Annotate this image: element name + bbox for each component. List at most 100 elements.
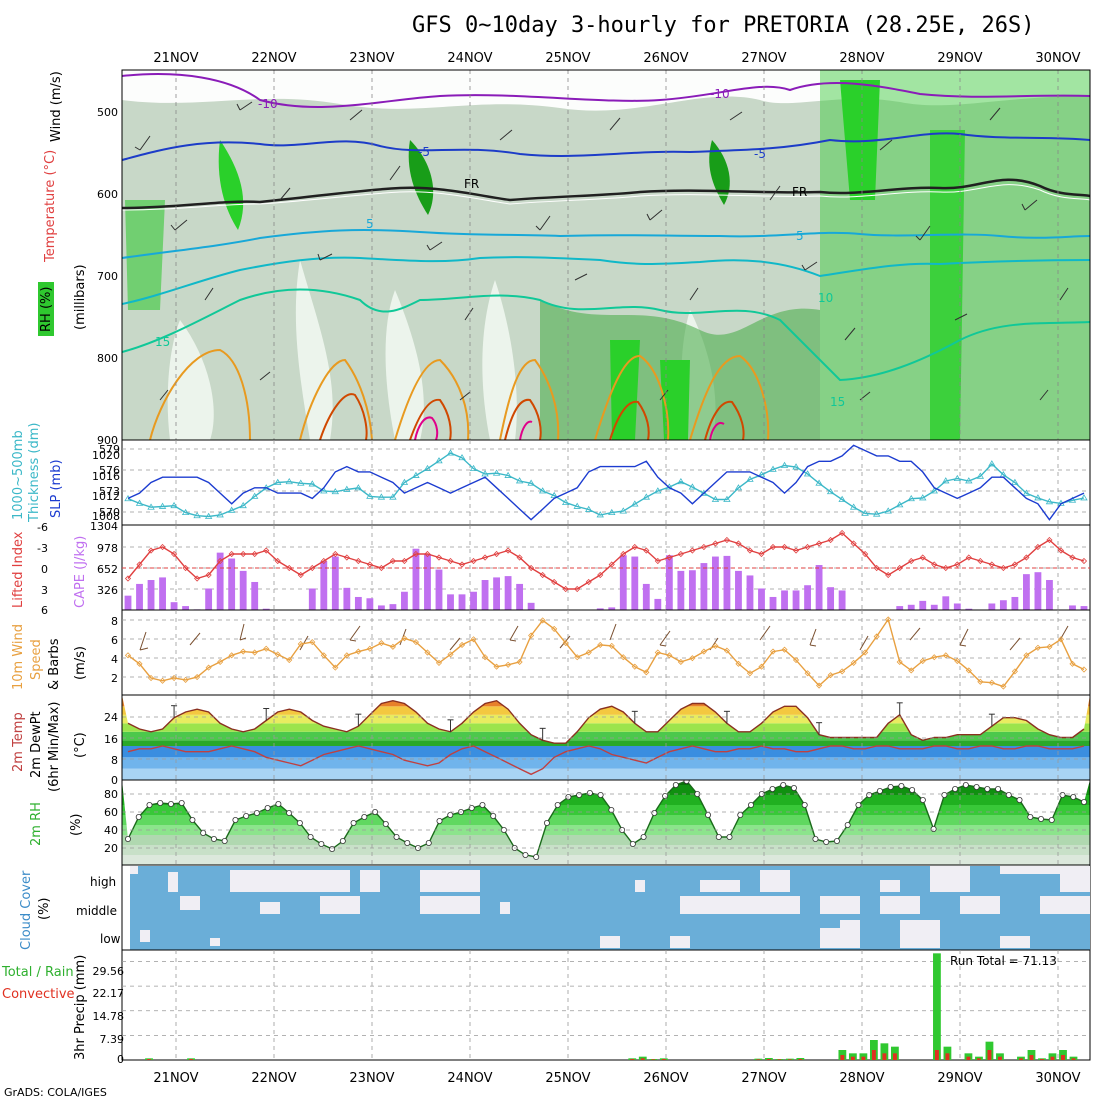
date-label-bottom: 26NOV [643,1071,688,1086]
cape-bar [147,580,155,610]
li-marker [643,547,650,554]
pressure-tick: 900 [97,434,118,447]
li-marker [217,557,224,565]
rh2m-marker [167,801,174,808]
cape-bar [182,606,190,610]
li-marker [1057,547,1065,554]
wind10-marker [850,659,857,666]
contour-label: -10 [710,87,730,101]
wind10-marker [700,648,707,655]
wind10-frame [121,609,1091,696]
dewpt2m-line [127,745,1085,776]
cape-bar [596,608,604,610]
dewpt2m-label: 2m DewPt [29,711,44,778]
contour-labels: -10 -10 -5 -5 FR FR 5 5 10 15 15 [155,87,845,409]
thickness-marker [343,485,351,492]
rh2m-marker [737,812,744,819]
li-marker [412,550,420,558]
wind10-marker [435,659,443,666]
wind10-marker [1046,643,1053,650]
rh2m-marker [243,813,250,820]
rh2m-marker [189,817,196,824]
li-marker [850,540,857,547]
cape-bar [631,556,639,610]
rh2m-marker [468,805,475,812]
temp2m-unit-label: (°C) [73,732,88,758]
li-marker [516,554,523,561]
rh2m-marker [522,852,529,859]
wind10-marker [378,639,385,647]
precip-convective-bar [1029,1055,1034,1060]
pressure-tick: 500 [97,106,118,119]
precip-convective-bar [934,1050,939,1060]
temp-band [122,706,1090,715]
cloud-level-labels: high middle low [76,875,121,946]
rh2m-marker [995,786,1002,793]
li-marker [251,550,258,558]
thickness-marker [815,479,823,486]
precip-total-bar [1017,1056,1025,1060]
thickness-marker [193,511,201,519]
thickness-marker [849,503,858,510]
wind10-marker [286,656,293,664]
cloud-gaps [130,866,1090,948]
precip-series [145,953,1078,1060]
slp-gridlines [122,440,1090,525]
li-marker [355,557,362,565]
cape-bar [1080,606,1088,610]
rh2m-marker [425,840,432,847]
rh-band [122,855,1090,865]
li-marker [885,571,892,579]
date-label-bottom: 24NOV [447,1071,492,1086]
slp-axis: 1020 1016 1012 1008 [92,449,120,523]
cape-bar [712,556,719,610]
cape-bar [1034,572,1042,610]
precip-convective-bar [1050,1056,1055,1060]
rh2m-marker [221,838,228,845]
thickness-marker [642,493,651,500]
li-marker [286,564,293,572]
precip-convective-bar [882,1053,887,1060]
thickness-marker [780,461,789,468]
wind10-marker [355,648,362,655]
wind10-tick: 8 [111,615,118,628]
thickness-marker [435,457,443,464]
wind10-marker [447,651,454,658]
precip-convective-bar [630,1059,635,1060]
wind10-tick: 6 [111,634,118,647]
rh2m-marker [790,785,797,792]
thickness-marker [250,492,259,499]
rh2m-marker [329,846,336,853]
wind10-marker [217,658,224,666]
li-marker [862,550,869,558]
thickness-marker [492,469,501,476]
thickness-tick: 570 [99,506,120,519]
cape-series [122,529,1090,610]
li-marker [228,550,235,558]
wind10-marker [1000,683,1007,690]
li-marker [458,561,466,568]
wind10-marker [401,635,408,642]
thickness-marker [354,484,363,491]
thickness-marker [331,487,340,495]
thickness-marker [953,474,962,482]
wind10-marker [643,669,650,676]
thickness-marker [654,487,662,494]
thickness-marker [1045,498,1054,505]
wind10-marker [1011,668,1018,675]
li-marker [505,547,512,554]
thickness-tick: 576 [99,464,120,477]
cape-li-panel: -6 -3 0 3 6 1304 978 652 326 Lifted Inde… [11,520,1091,617]
cape-bar [827,587,835,610]
rh2m-tick: 60 [104,806,118,819]
wind10-marker [228,652,235,659]
li-marker [528,564,535,572]
cape-bar [435,569,443,610]
cape-label: CAPE (J/kg) [73,536,88,608]
wind10-marker [804,670,811,677]
rh2m-marker [1027,814,1034,821]
thickness-marker [1034,494,1042,501]
rh2m-marker [1070,794,1077,801]
precip-convective-bar [871,1050,876,1060]
cape-axis: 1304 978 652 326 [90,520,118,597]
